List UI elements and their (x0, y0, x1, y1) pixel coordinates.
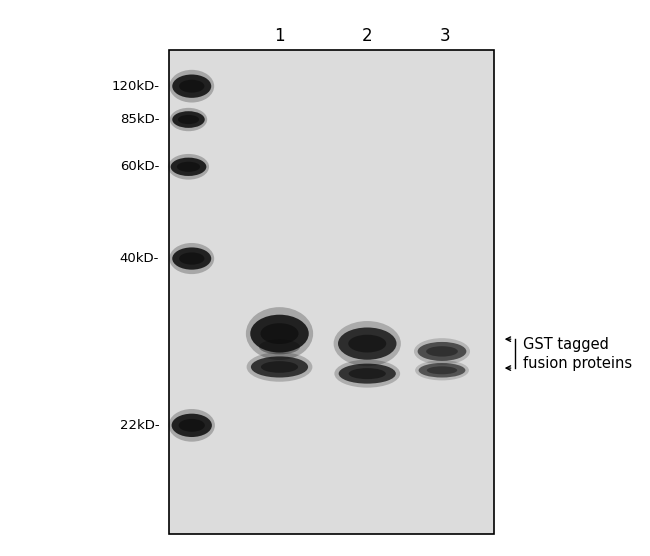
Text: 1: 1 (274, 27, 285, 45)
Ellipse shape (427, 366, 457, 374)
Bar (169, 50, 494, 534)
Ellipse shape (169, 243, 214, 274)
Text: 60kD-: 60kD- (120, 160, 159, 173)
Ellipse shape (251, 356, 308, 378)
Text: 2: 2 (362, 27, 372, 45)
Ellipse shape (348, 368, 386, 379)
Ellipse shape (246, 352, 313, 382)
Ellipse shape (418, 342, 467, 361)
Ellipse shape (259, 339, 300, 354)
Ellipse shape (250, 315, 309, 353)
Ellipse shape (419, 363, 465, 378)
Ellipse shape (170, 108, 207, 131)
Ellipse shape (172, 111, 205, 128)
Text: 22kD-: 22kD- (120, 419, 159, 432)
Text: 3: 3 (440, 27, 450, 45)
Ellipse shape (168, 409, 215, 441)
Ellipse shape (334, 360, 400, 388)
Ellipse shape (170, 158, 207, 176)
Ellipse shape (172, 414, 212, 437)
Ellipse shape (338, 327, 396, 360)
Text: 120kD-: 120kD- (111, 80, 159, 93)
Ellipse shape (178, 115, 199, 124)
Ellipse shape (169, 70, 214, 102)
Ellipse shape (172, 247, 211, 270)
Ellipse shape (333, 321, 401, 366)
Ellipse shape (179, 419, 205, 432)
Ellipse shape (339, 364, 396, 384)
Text: GST tagged
fusion proteins: GST tagged fusion proteins (523, 336, 632, 371)
Ellipse shape (261, 323, 298, 344)
Text: 85kD-: 85kD- (120, 113, 159, 126)
Text: 40kD-: 40kD- (120, 252, 159, 265)
Ellipse shape (414, 338, 470, 365)
Ellipse shape (177, 162, 200, 172)
Ellipse shape (415, 360, 469, 380)
Ellipse shape (348, 335, 386, 353)
Ellipse shape (172, 75, 211, 98)
Ellipse shape (179, 80, 204, 93)
Ellipse shape (179, 252, 204, 265)
Ellipse shape (246, 307, 313, 360)
Ellipse shape (426, 346, 458, 356)
Ellipse shape (261, 361, 298, 373)
Ellipse shape (168, 154, 209, 180)
